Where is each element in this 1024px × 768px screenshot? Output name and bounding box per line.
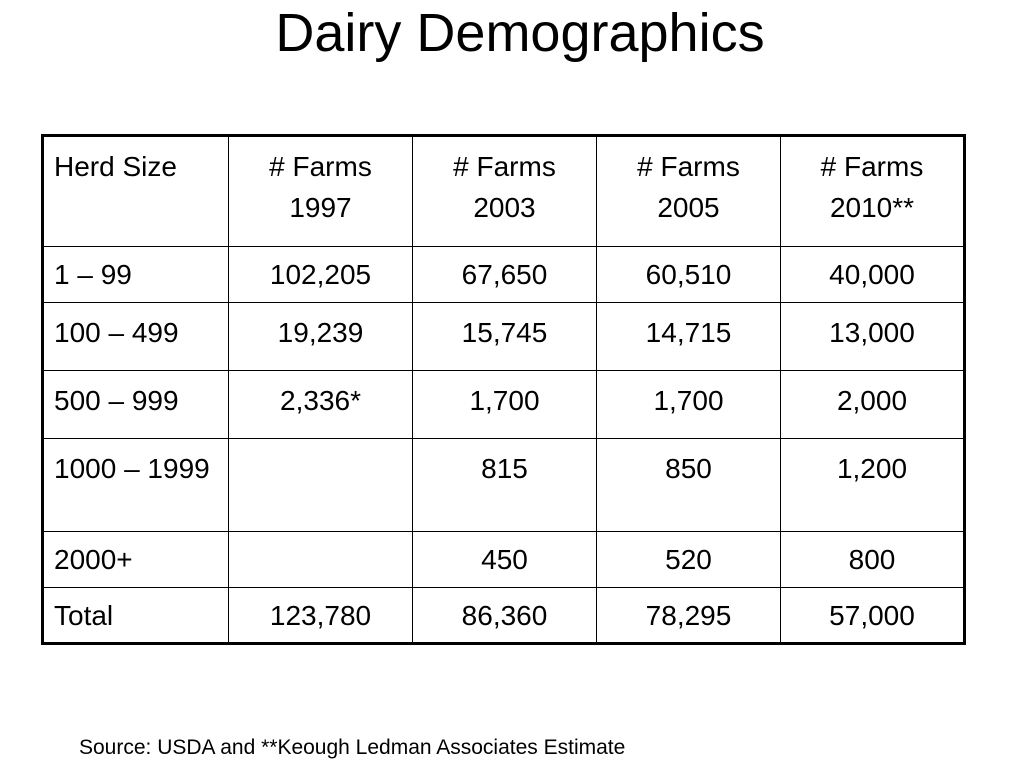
farms-1997-cell: 2,336* xyxy=(228,370,413,439)
farms-2003-cell: 450 xyxy=(412,531,597,588)
table-row: 100 – 499 19,239 15,745 14,715 13,000 xyxy=(42,302,965,371)
header-label: # Farms xyxy=(637,151,740,182)
herd-size-cell: 100 – 499 xyxy=(42,302,229,371)
farms-1997-cell: 19,239 xyxy=(228,302,413,371)
table-row: 500 – 999 2,336* 1,700 1,700 2,000 xyxy=(42,370,965,439)
farms-2005-cell: 520 xyxy=(596,531,781,588)
farms-2003-cell: 67,650 xyxy=(412,246,597,303)
header-year: 2003 xyxy=(473,192,536,223)
farms-2003-cell: 86,360 xyxy=(412,587,597,644)
farms-2010-cell: 57,000 xyxy=(780,587,965,644)
header-year: 1997 xyxy=(289,192,352,223)
farms-2003-cell: 815 xyxy=(412,438,597,532)
farms-2005-cell: 1,700 xyxy=(596,370,781,439)
slide-title: Dairy Demographics xyxy=(275,3,765,63)
table-row: 1000 – 1999 815 850 1,200 xyxy=(42,438,965,532)
table-row: 2000+ 450 520 800 xyxy=(42,531,965,588)
herd-size-cell: Total xyxy=(42,587,229,644)
table-row: 1 – 99 102,205 67,650 60,510 40,000 xyxy=(42,246,965,303)
header-year: 2005 xyxy=(657,192,720,223)
dairy-farms-table: Herd Size # Farms 1997 # Farms 2003 # Fa… xyxy=(41,134,966,645)
farms-2005-cell: 60,510 xyxy=(596,246,781,303)
farms-1997-cell xyxy=(228,531,413,588)
farms-2010-cell: 40,000 xyxy=(780,246,965,303)
header-label: # Farms xyxy=(269,151,372,182)
farms-2003-cell: 1,700 xyxy=(412,370,597,439)
herd-size-cell: 500 – 999 xyxy=(42,370,229,439)
farms-2005-cell: 850 xyxy=(596,438,781,532)
herd-size-cell: 2000+ xyxy=(42,531,229,588)
herd-size-cell: 1 – 99 xyxy=(42,246,229,303)
header-year: 2010** xyxy=(829,192,915,223)
farms-2005-cell: 14,715 xyxy=(596,302,781,371)
header-farms-1997: # Farms 1997 xyxy=(228,135,413,247)
table-total-row: Total 123,780 86,360 78,295 57,000 xyxy=(42,587,965,644)
header-label: # Farms xyxy=(453,151,556,182)
herd-size-cell: 1000 – 1999 xyxy=(42,438,229,532)
farms-1997-cell: 123,780 xyxy=(228,587,413,644)
farms-2010-cell: 2,000 xyxy=(780,370,965,439)
farms-1997-cell xyxy=(228,438,413,532)
source-note: Source: USDA and **Keough Ledman Associa… xyxy=(79,736,626,759)
farms-1997-cell: 102,205 xyxy=(228,246,413,303)
farms-2010-cell: 800 xyxy=(780,531,965,588)
header-farms-2003: # Farms 2003 xyxy=(412,135,597,247)
table-header-row: Herd Size # Farms 1997 # Farms 2003 # Fa… xyxy=(42,135,965,247)
farms-2005-cell: 78,295 xyxy=(596,587,781,644)
farms-2010-cell: 13,000 xyxy=(780,302,965,371)
header-herd-size: Herd Size xyxy=(42,135,229,247)
header-farms-2010: # Farms 2010** xyxy=(780,135,965,247)
farms-2010-cell: 1,200 xyxy=(780,438,965,532)
header-label: Herd Size xyxy=(54,151,177,182)
header-farms-2005: # Farms 2005 xyxy=(596,135,781,247)
farms-2003-cell: 15,745 xyxy=(412,302,597,371)
header-label: # Farms xyxy=(820,151,924,182)
